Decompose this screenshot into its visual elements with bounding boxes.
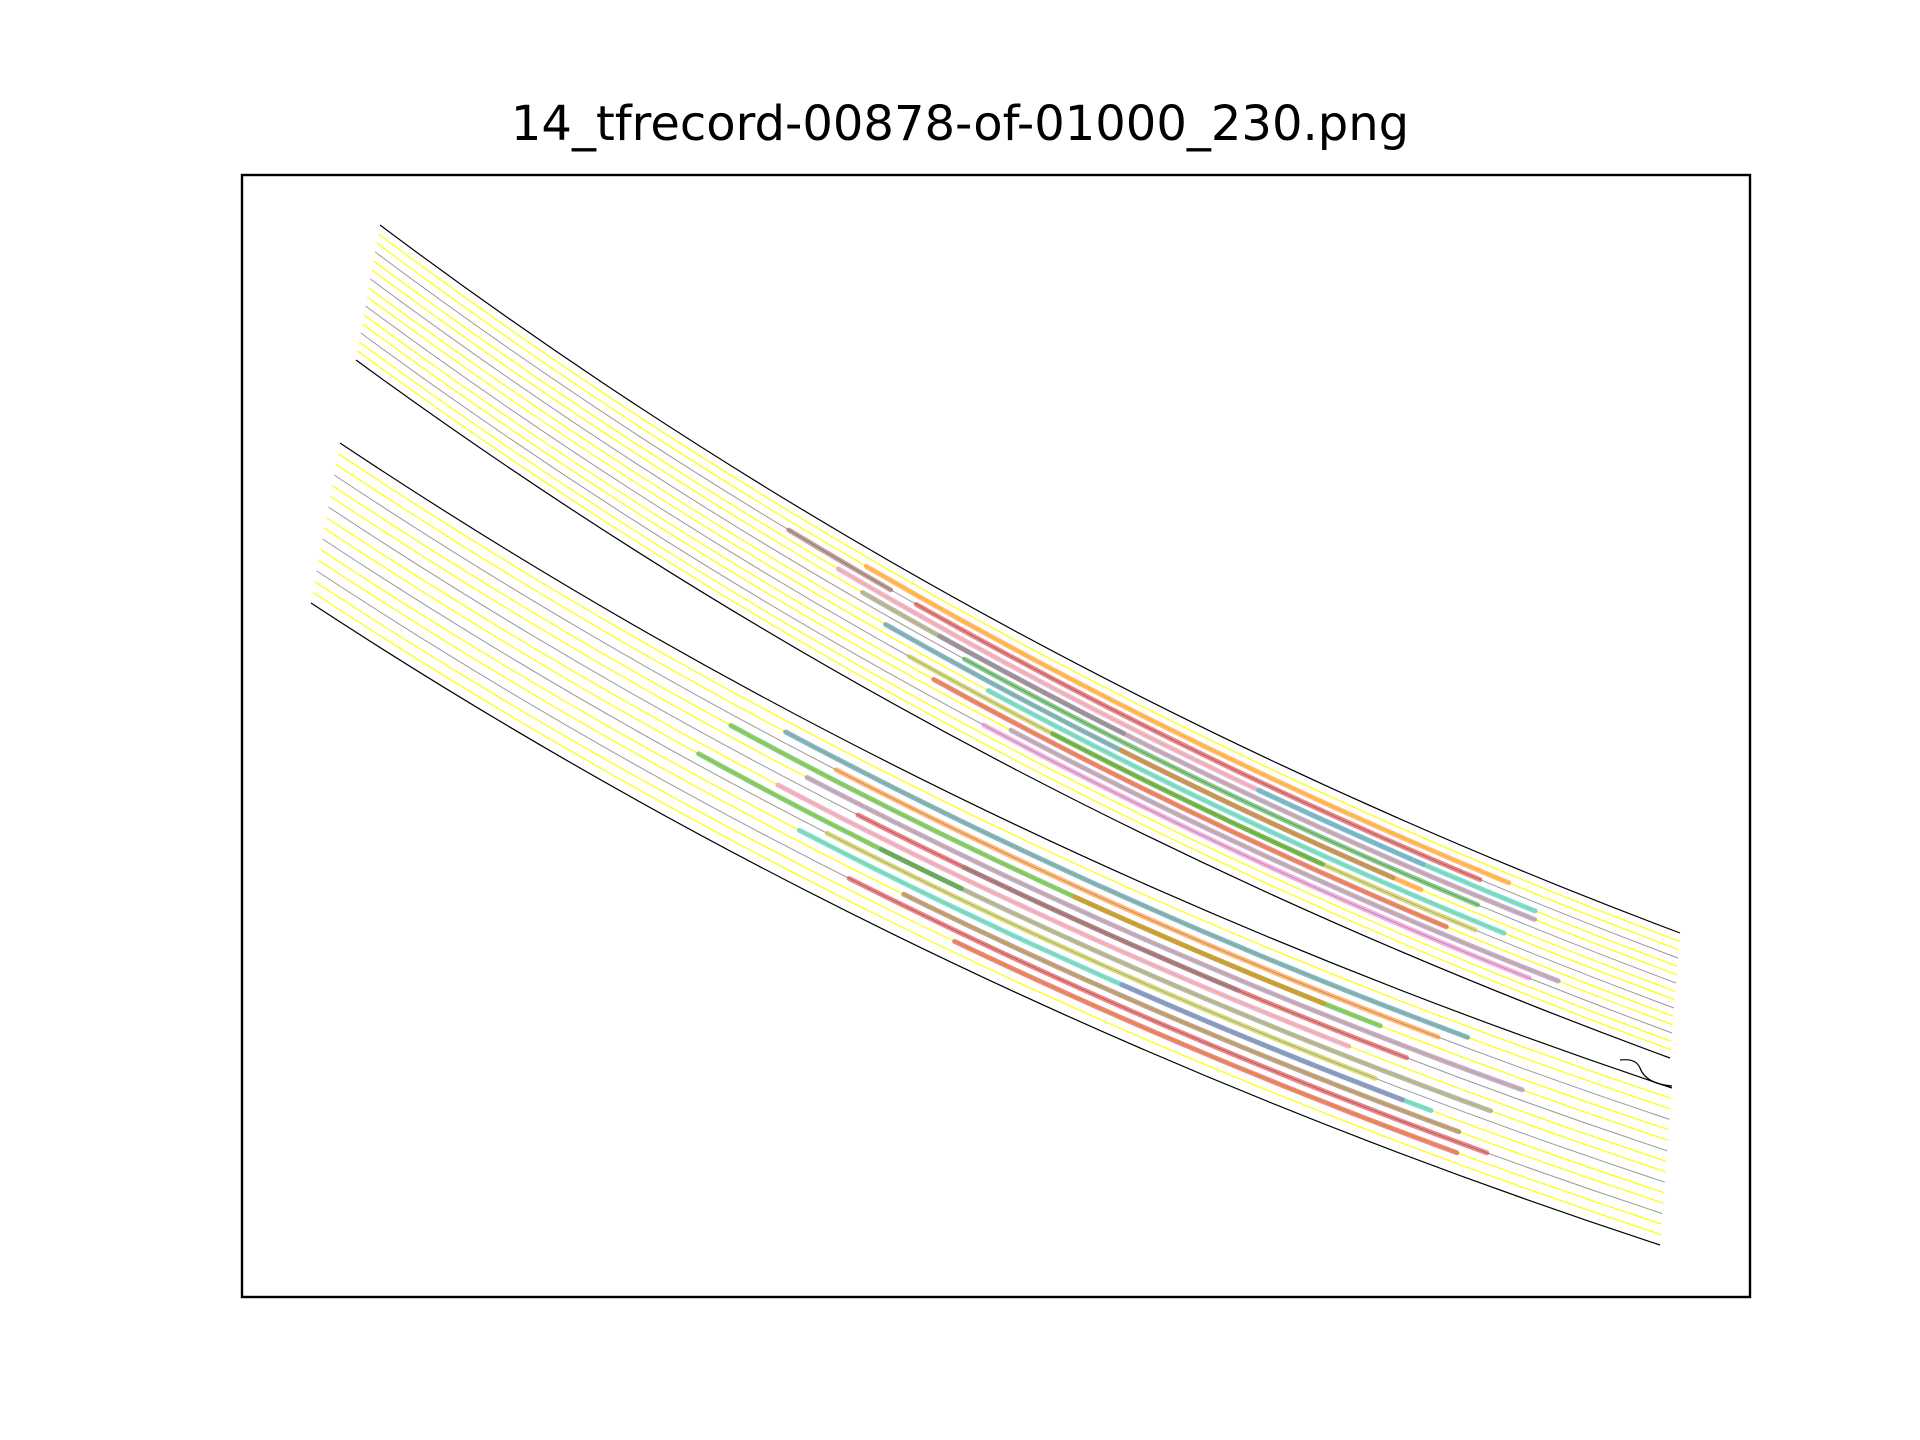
vehicle-track: [985, 688, 1507, 936]
vehicle-track: [1118, 748, 1424, 893]
lane-marking-line: [363, 314, 1674, 1017]
lane-marking-line: [330, 495, 1669, 1141]
lane-marking-line: [358, 341, 1672, 1042]
vehicle-track: [863, 563, 1512, 886]
vehicle-track: [981, 722, 1532, 981]
road-edge-kink: [1619, 1059, 1673, 1087]
road-edges-group: [310, 224, 1681, 1246]
road-edge-line: [339, 442, 1673, 1089]
vehicle-track: [1050, 731, 1325, 867]
lane-marking-line: [331, 485, 1669, 1131]
vehicle-track: [786, 527, 894, 593]
lane-center-line: [328, 506, 1668, 1152]
vehicle-track: [696, 751, 964, 892]
lane-marking-line: [357, 350, 1671, 1051]
vehicle-track: [833, 767, 1441, 1040]
vehicle-track: [1119, 982, 1405, 1103]
figure-title: 14_tfrecord-00878-of-01000_230.png: [510, 96, 1410, 152]
road-edge-line: [310, 602, 1661, 1246]
lane-marking-line: [378, 233, 1680, 942]
vehicle-track: [931, 676, 1449, 930]
vehicle-track: [860, 590, 1126, 736]
road-edge-line: [355, 359, 1671, 1059]
vehicle-track: [1072, 894, 1327, 1006]
vehicle-track: [804, 775, 1525, 1093]
vehicle-track: [879, 847, 1493, 1114]
plot-frame: [240, 173, 1752, 1299]
lane-marking-line: [335, 463, 1671, 1110]
road-edge-line: [379, 224, 1681, 934]
vehicle-track: [901, 891, 1462, 1135]
vehicle-track: [775, 782, 1352, 1049]
vehicle-track: [961, 865, 1240, 993]
lane-center-line: [333, 474, 1670, 1120]
vehicle-tracks-group: [696, 527, 1561, 1156]
lane-marking-line: [376, 242, 1679, 951]
vehicle-track: [952, 938, 1460, 1156]
lane-marking-line: [312, 591, 1661, 1236]
lane-marking-line: [337, 453, 1672, 1100]
vehicle-track: [783, 729, 1470, 1040]
vehicle-track: [913, 601, 1483, 883]
vehicle-track: [1008, 727, 1561, 984]
vehicle-track: [846, 876, 1490, 1156]
vehicle-track: [824, 830, 1378, 1081]
vehicle-track: [1256, 787, 1538, 914]
vehicle-track: [962, 656, 1480, 908]
